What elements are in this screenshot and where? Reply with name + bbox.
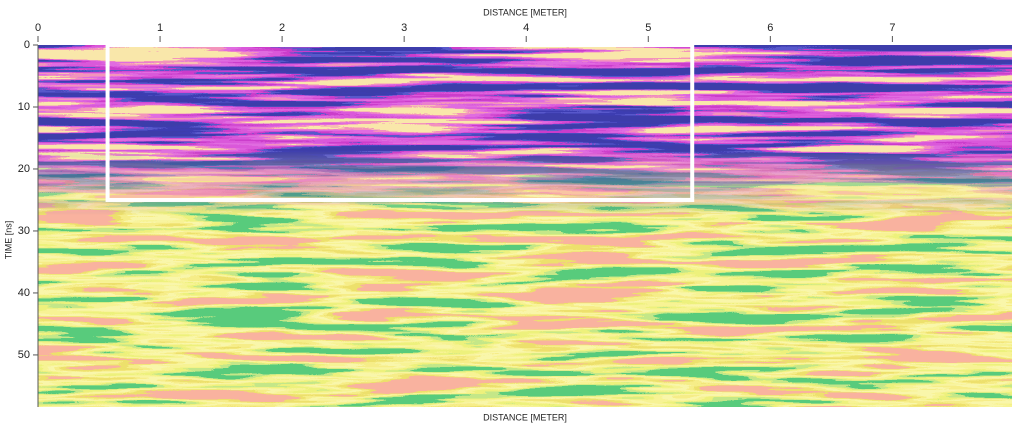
x-axis-title-top: DISTANCE [METER] (483, 7, 567, 17)
x-tick-label: 2 (279, 22, 285, 34)
x-tick-label: 5 (645, 22, 651, 34)
x-tick-label: 0 (35, 22, 41, 34)
y-tick-label: 40 (18, 287, 30, 299)
radargram-upper (38, 45, 1012, 215)
y-tick-label: 50 (18, 349, 30, 361)
x-tick-label: 7 (889, 22, 895, 34)
x-tick-label: 1 (157, 22, 163, 34)
highlight-box (105, 43, 695, 202)
y-axis-title: TIME [ns] (3, 221, 13, 260)
x-tick-label: 3 (401, 22, 407, 34)
y-tick-label: 10 (18, 101, 30, 113)
y-tick-label: 30 (18, 225, 30, 237)
x-tick-label: 6 (767, 22, 773, 34)
y-tick-label: 20 (18, 163, 30, 175)
x-axis-title-bottom: DISTANCE [METER] (483, 412, 567, 422)
plot-area (38, 45, 1012, 407)
x-tick-label: 4 (523, 22, 529, 34)
y-tick-label: 0 (24, 39, 30, 51)
